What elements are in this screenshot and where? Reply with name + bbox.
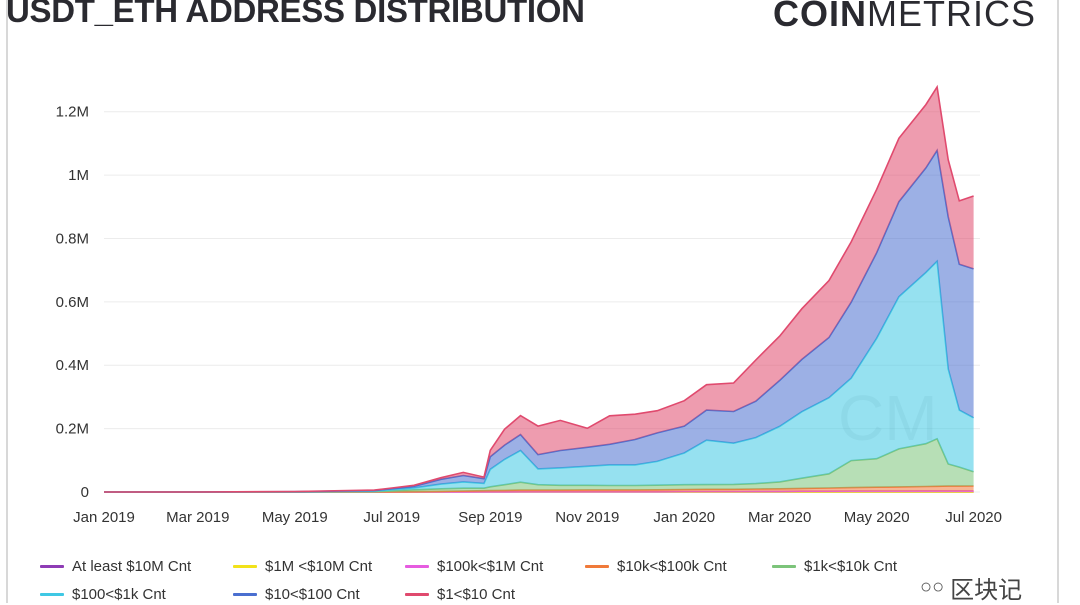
x-tick-label: Jan 2020 [653,509,715,526]
brand-logo-light: METRICS [867,0,1036,34]
x-tick-label: Sep 2019 [458,509,522,526]
legend-item-6[interactable]: $10<$100 Cnt [233,586,360,603]
legend-item-7[interactable]: $1<$10 Cnt [405,586,515,603]
legend-swatch [585,565,609,568]
legend-swatch [40,565,64,568]
y-tick-label: 1M [68,167,89,184]
legend-label: $100<$1k Cnt [72,586,166,603]
legend-label: $1k<$10k Cnt [804,558,897,575]
legend-label: $10k<$100k Cnt [617,558,727,575]
legend-label: At least $10M Cnt [72,558,192,575]
y-tick-label: 0.8M [56,230,89,247]
series-line-7 [104,84,974,493]
legend-item-4[interactable]: $1k<$10k Cnt [772,558,897,575]
brand-logo: COINMETRICS [773,0,1036,35]
legend-swatch [40,593,64,596]
watermark-text: 区块记 [950,577,1023,604]
legend-swatch [772,565,796,568]
y-tick-label: 0.6M [56,294,89,311]
y-tick-label: 0.2M [56,421,89,438]
y-tick-label: 0.4M [56,357,89,374]
y-axis: 0 0.2M 0.4M 0.6M 0.8M 1M 1.2M [56,104,89,501]
x-axis: Jan 2019 Mar 2019 May 2019 Jul 2019 Sep 2019… [73,509,1002,526]
legend-swatch [233,593,257,596]
legend-swatch [233,565,257,568]
x-tick-label: May 2020 [844,509,910,526]
legend-swatch [405,593,429,596]
area-series-3 [104,486,974,492]
y-tick-label: 0 [81,484,89,501]
area-series-7 [104,87,974,492]
x-tick-label: Jul 2019 [363,509,420,526]
x-tick-label: May 2019 [262,509,328,526]
x-tick-label: Mar 2019 [166,509,229,526]
legend-item-1[interactable]: $1M <$10M Cnt [233,558,372,575]
frame-left-border [6,0,8,603]
x-tick-label: Jan 2019 [73,509,135,526]
legend-label: $1<$10 Cnt [437,586,515,603]
legend-item-5[interactable]: $100<$1k Cnt [40,586,166,603]
legend-label: $10<$100 Cnt [265,586,360,603]
y-tick-label: 1.2M [56,104,89,121]
legend-label: $100k<$1M Cnt [437,558,544,575]
area-series-6 [104,150,974,492]
watermark: ○○ 区块记 [920,570,1022,605]
series-areas [104,84,974,493]
legend-item-0[interactable]: At least $10M Cnt [40,558,191,575]
chart-title: USDT_ETH ADDRESS DISTRIBUTION [6,0,585,29]
legend-label: $1M <$10M Cnt [265,558,373,575]
legend-swatch [405,565,429,568]
x-tick-label: Jul 2020 [945,509,1002,526]
x-tick-label: Mar 2020 [748,509,811,526]
legend-item-3[interactable]: $10k<$100k Cnt [585,558,727,575]
wechat-icon: ○○ [920,576,945,598]
area-series-4 [104,438,974,492]
brand-logo-bold: COIN [773,0,867,34]
legend-item-2[interactable]: $100k<$1M Cnt [405,558,543,575]
x-tick-label: Nov 2019 [555,509,619,526]
frame-right-border [1057,0,1059,603]
